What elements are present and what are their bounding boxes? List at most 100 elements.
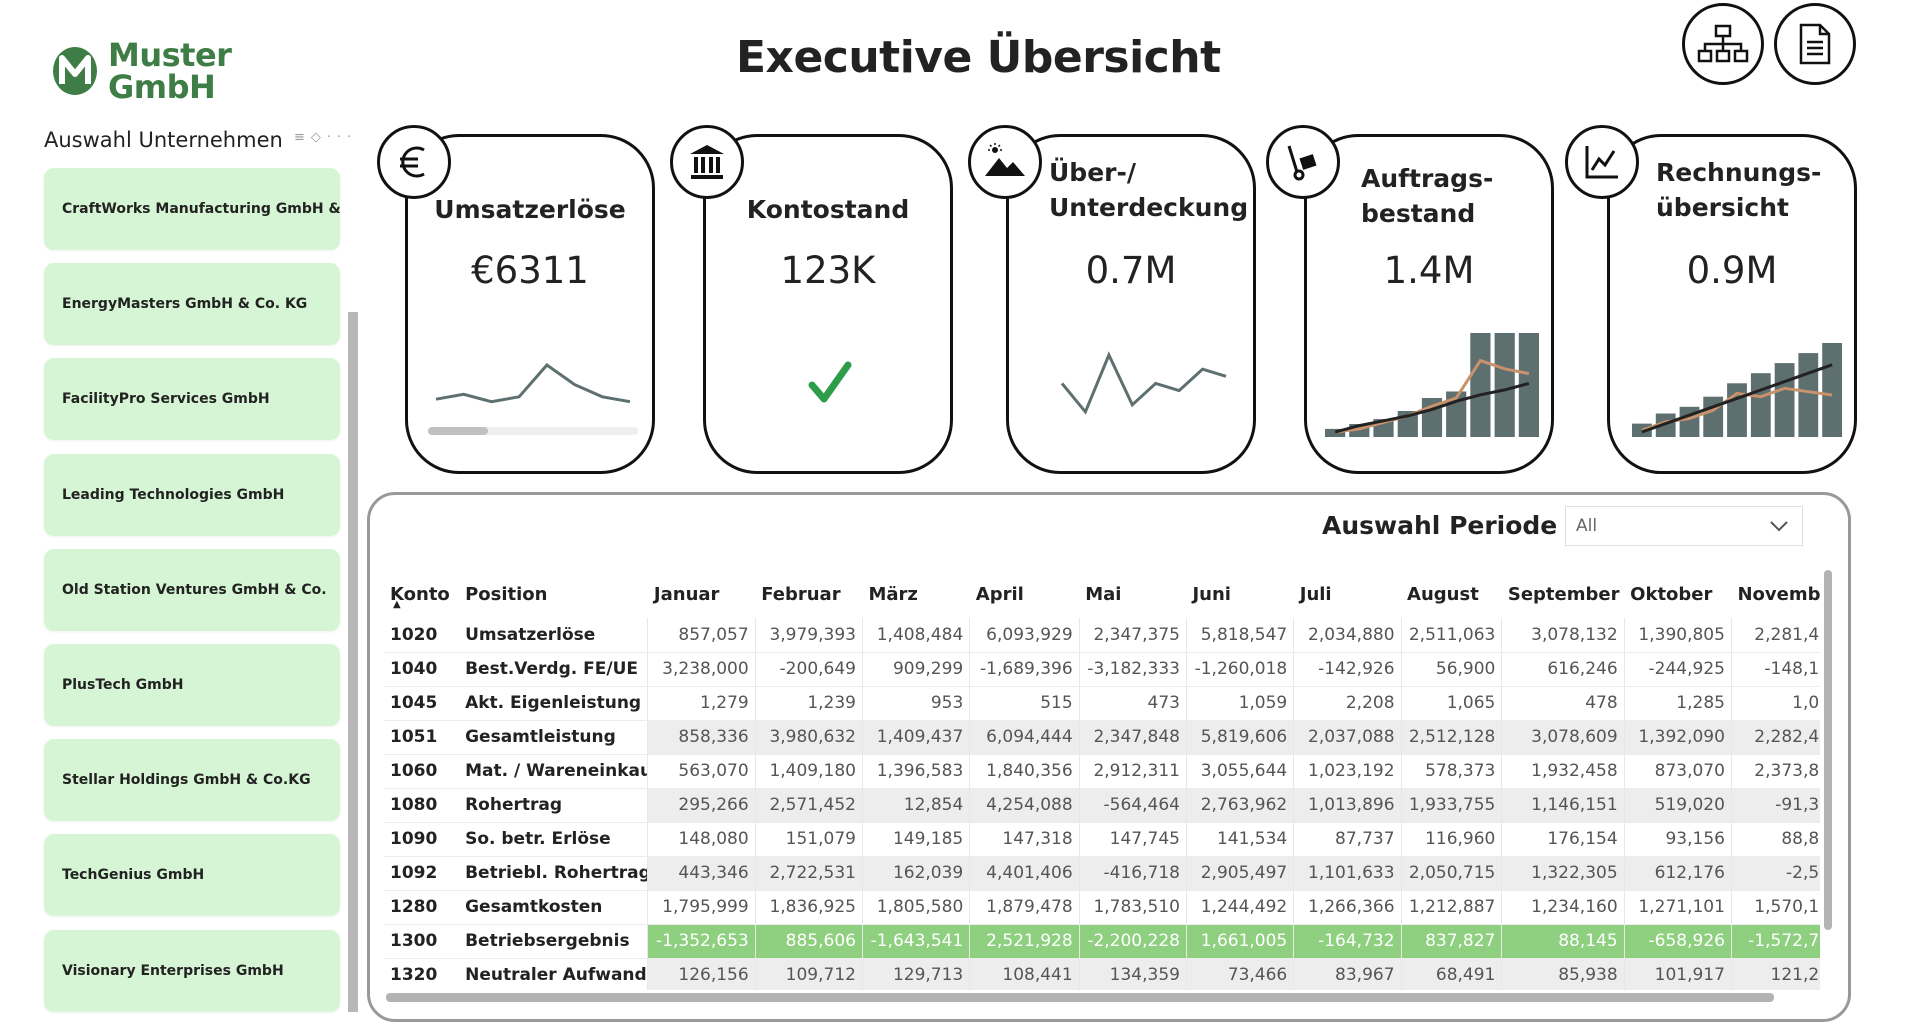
value-cell: 85,938	[1501, 958, 1625, 990]
table-row[interactable]: 1092 Betriebl. Rohertrag 443,346 2,722,531 1…	[384, 856, 1820, 891]
value-cell: 3,980,632	[754, 720, 863, 755]
accent-line	[1334, 358, 1530, 434]
sparkline-scroll-thumb[interactable]	[428, 427, 488, 435]
table-vertical-scrollbar[interactable]	[1824, 570, 1832, 930]
konto-cell: 1040	[384, 652, 460, 687]
value-cell: 147,745	[1078, 822, 1187, 857]
value-cell: 73,466	[1185, 958, 1294, 990]
company-item[interactable]: Old Station Ventures GmbH & Co.	[44, 548, 340, 631]
value-cell: -3,182,333	[1078, 652, 1187, 687]
company-list: CraftWorks Manufacturing GmbH &... Energ…	[44, 168, 340, 1025]
sidebar-scrollbar[interactable]	[348, 312, 358, 1012]
position-cell: Akt. Eigenleistung	[459, 686, 648, 721]
column-header[interactable]: September	[1507, 583, 1620, 605]
value-cell: 1,266,366	[1293, 890, 1402, 925]
kpi-title-line1: Über-/	[1049, 158, 1136, 187]
company-item[interactable]: Leading Technologies GmbH	[44, 453, 340, 536]
value-cell: 563,070	[647, 754, 756, 789]
value-cell: 1,036	[1730, 686, 1820, 721]
value-cell: 1,239	[754, 686, 863, 721]
value-cell: 1,285	[1623, 686, 1732, 721]
bar	[1325, 428, 1346, 437]
table-horizontal-scrollbar[interactable]	[386, 993, 1774, 1002]
table-row[interactable]: 1090 So. betr. Erlöse 148,080 151,079 149,18…	[384, 822, 1820, 857]
value-cell: 1,212,887	[1400, 890, 1502, 925]
column-header[interactable]: August	[1407, 583, 1479, 605]
value-cell: 2,521,928	[969, 924, 1080, 959]
column-header[interactable]: November	[1737, 583, 1820, 605]
value-cell: 909,299	[861, 652, 970, 687]
financial-table[interactable]: Konto Position Januar Februar März April Mai Ju…	[384, 570, 1820, 990]
trend-line	[1641, 363, 1833, 434]
bar	[1750, 373, 1771, 437]
kpi-card-deckung[interactable]: Über-/ Unterdeckung 0.7M	[1006, 134, 1256, 474]
value-cell: 2,571,452	[754, 788, 863, 823]
value-cell: 148,080	[647, 822, 756, 857]
filter-tools[interactable]: ≡◇···	[294, 130, 357, 145]
euro-icon	[377, 125, 451, 199]
company-item[interactable]: CraftWorks Manufacturing GmbH &...	[44, 168, 340, 250]
position-cell: Rohertrag	[459, 788, 648, 823]
company-item[interactable]: TechGenius GmbH	[44, 834, 340, 917]
value-cell: 83,967	[1293, 958, 1402, 990]
company-item[interactable]: FacilityPro Services GmbH	[44, 358, 340, 441]
table-row[interactable]: 1051 Gesamtleistung 858,336 3,980,632 1,409,…	[384, 720, 1820, 755]
period-select[interactable]: All	[1565, 506, 1803, 546]
filter-icon[interactable]: ≡	[294, 130, 311, 145]
value-cell: 1,932,458	[1501, 754, 1625, 789]
company-item[interactable]: Visionary Enterprises GmbH	[44, 929, 340, 1012]
value-cell: -142,926	[1293, 652, 1402, 687]
kpi-card-auftragsbestand[interactable]: Auftrags- bestand 1.4M	[1304, 134, 1554, 474]
kpi-title-line1: Rechnungs-	[1656, 158, 1822, 187]
position-cell: Mat. / Wareneinkauf	[459, 754, 648, 789]
table-row[interactable]: 1040 Best.Verdg. FE/UE 3,238,000 -200,649 90…	[384, 652, 1820, 687]
column-header[interactable]: Position	[465, 583, 548, 605]
column-header[interactable]: Konto	[390, 583, 450, 605]
more-icon[interactable]: ···	[326, 130, 358, 145]
value-cell: 1,933,755	[1400, 788, 1502, 823]
position-cell: Gesamtkosten	[459, 890, 648, 925]
column-header[interactable]: März	[868, 583, 918, 605]
table-row[interactable]: 1320 Neutraler Aufwand 126,156 109,712 129,7…	[384, 958, 1820, 990]
company-item[interactable]: Stellar Holdings GmbH & Co.KG	[44, 739, 340, 822]
document-button[interactable]	[1774, 3, 1856, 85]
chevron-down-icon	[1770, 521, 1788, 532]
column-header[interactable]: Februar	[761, 583, 841, 605]
value-cell: 2,912,311	[1078, 754, 1187, 789]
hierarchy-button[interactable]	[1682, 3, 1764, 85]
column-header[interactable]: Mai	[1085, 583, 1122, 605]
column-header[interactable]: Juni	[1192, 583, 1231, 605]
value-cell: 1,661,005	[1185, 924, 1294, 959]
value-cell: 3,078,132	[1501, 618, 1625, 653]
konto-cell: 1320	[384, 958, 460, 990]
company-item[interactable]: EnergyMasters GmbH & Co. KG	[44, 263, 340, 346]
table-row[interactable]: 1300 Betriebsergebnis -1,352,653 885,606 -1,…	[384, 924, 1820, 959]
column-header[interactable]: Oktober	[1630, 583, 1713, 605]
kpi-card-umsatz[interactable]: Umsatzerlöse €6311	[405, 134, 655, 474]
table-row[interactable]: 1045 Akt. Eigenleistung 1,279 1,239 953 515 47…	[384, 686, 1820, 721]
table-row[interactable]: 1060 Mat. / Wareneinkauf 563,070 1,409,180 1…	[384, 754, 1820, 789]
table-row[interactable]: 1080 Rohertrag 295,266 2,571,452 12,854 4,254…	[384, 788, 1820, 823]
value-cell: 1,059	[1185, 686, 1294, 721]
bar	[1727, 383, 1747, 437]
column-header[interactable]: Juli	[1299, 583, 1332, 605]
table-row[interactable]: 1280 Gesamtkosten 1,795,999 1,836,925 1,805,…	[384, 890, 1820, 925]
document-icon	[1799, 23, 1831, 65]
bar	[1494, 333, 1515, 437]
status-check-icon	[808, 361, 852, 403]
column-header[interactable]: Januar	[653, 583, 720, 605]
kpi-card-rechnung[interactable]: Rechnungs- übersicht 0.9M	[1607, 134, 1857, 474]
period-selected-value: All	[1576, 516, 1598, 536]
column-header[interactable]: April	[975, 583, 1024, 605]
value-cell: -91,384	[1730, 788, 1820, 823]
company-item[interactable]: PlusTech GmbH	[44, 643, 340, 726]
hand-truck-icon	[1266, 125, 1340, 199]
value-cell: 2,347,848	[1078, 720, 1187, 755]
eraser-icon[interactable]: ◇	[310, 130, 327, 145]
kpi-value: 1.4M	[1383, 249, 1475, 292]
table-row[interactable]: 1020 Umsatzerlöse 857,057 3,979,393 1,408,48…	[384, 618, 1820, 653]
value-cell: 953	[861, 686, 970, 721]
kpi-card-kontostand[interactable]: Kontostand 123K	[703, 134, 953, 474]
sort-ascending-icon[interactable]: ▲	[393, 599, 401, 610]
landscape-icon	[968, 125, 1042, 199]
